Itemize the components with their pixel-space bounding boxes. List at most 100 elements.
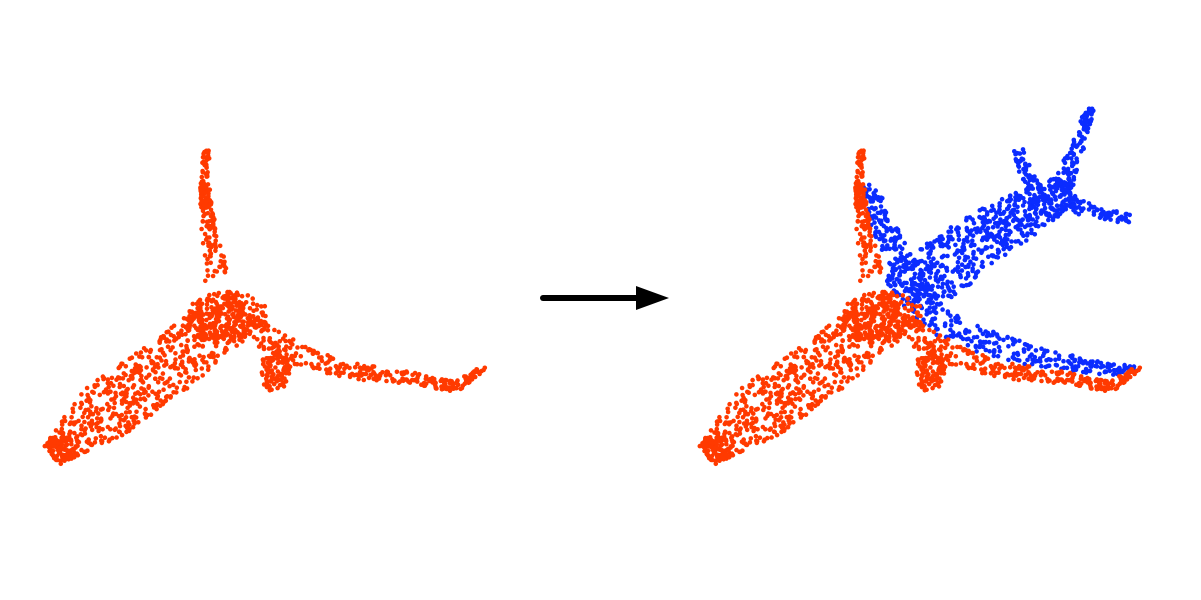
partial-point [1071, 372, 1077, 377]
partial-point [134, 363, 140, 369]
partial-point [737, 449, 742, 455]
right-arrow-icon [540, 286, 669, 310]
partial-point [728, 420, 733, 425]
partial-point [848, 310, 853, 316]
partial-point [862, 187, 868, 192]
partial-point [738, 426, 743, 431]
completed-point [929, 319, 934, 325]
completed-point [987, 219, 993, 224]
completed-point [1053, 176, 1059, 182]
completed-point [1093, 363, 1098, 369]
partial-point [829, 385, 835, 391]
completed-point [928, 248, 933, 254]
completed-point [971, 220, 977, 226]
completed-point [963, 276, 969, 281]
completed-point [958, 334, 964, 340]
partial-point [200, 327, 206, 332]
partial-point [877, 311, 883, 317]
partial-point [1070, 379, 1075, 384]
completed-point [926, 255, 932, 260]
partial-point [210, 221, 216, 227]
completed-point [1035, 202, 1041, 208]
completed-point [1020, 147, 1026, 152]
partial-point [181, 387, 186, 393]
partial-point [877, 259, 882, 265]
partial-point [935, 336, 941, 341]
partial-point [776, 383, 782, 389]
partial-point [801, 385, 806, 391]
completed-point [1061, 166, 1067, 171]
partial-point [191, 375, 196, 380]
completed-point [898, 251, 904, 256]
partial-point [719, 441, 724, 447]
completed-point [975, 323, 980, 329]
completed-point [887, 260, 892, 266]
completed-point [964, 337, 969, 342]
partial-point [193, 367, 199, 373]
completed-point [948, 327, 953, 333]
partial-point [298, 362, 304, 367]
partial-point [741, 395, 746, 401]
completed-point [1032, 222, 1037, 227]
partial-point [217, 243, 223, 249]
partial-point [162, 363, 167, 368]
partial-point [95, 377, 100, 383]
partial-point [209, 305, 214, 310]
partial-point [909, 302, 915, 308]
partial-point [766, 383, 771, 389]
completed-point [1026, 216, 1031, 221]
completed-point [921, 271, 926, 277]
partial-point [341, 370, 346, 376]
completed-point [953, 242, 958, 248]
partial-point [233, 327, 238, 333]
partial-point [262, 325, 267, 330]
partial-point [909, 317, 914, 323]
partial-point [768, 411, 774, 417]
completed-point [980, 259, 985, 265]
partial-point [311, 365, 317, 371]
completed-point [924, 300, 930, 305]
partial-point [146, 385, 151, 391]
partial-point [974, 358, 980, 364]
partial-point [189, 357, 194, 363]
completed-point [991, 330, 997, 336]
completed-point [1001, 337, 1006, 343]
partial-point [129, 375, 135, 381]
completed-point [984, 333, 990, 339]
partial-point [284, 362, 290, 367]
completed-point [949, 318, 954, 323]
partial-point [794, 355, 800, 360]
completed-point [1016, 169, 1022, 174]
completed-point [1015, 350, 1020, 356]
completed-point [878, 232, 884, 237]
partial-point [854, 366, 860, 371]
partial-point [815, 333, 821, 339]
partial-point [207, 292, 212, 298]
partial-point [919, 382, 924, 387]
partial-point [181, 349, 186, 354]
partial-point [842, 325, 847, 330]
completed-point [982, 216, 987, 221]
partial-point [910, 337, 915, 342]
partial-point [202, 253, 208, 258]
partial-point [211, 351, 216, 356]
partial-point [792, 392, 798, 397]
partial-point [160, 371, 166, 376]
completed-point [1053, 357, 1058, 363]
partial-point [160, 376, 165, 382]
partial-point [264, 382, 269, 387]
partial-point [852, 326, 857, 332]
completed-point [952, 252, 958, 257]
partial-point [860, 156, 865, 161]
completed-point [989, 244, 994, 250]
partial-point [309, 361, 314, 367]
partial-point [895, 305, 901, 311]
partial-point [746, 390, 751, 396]
partial-point [385, 369, 391, 375]
partial-point [850, 376, 855, 381]
completed-point [1071, 152, 1076, 158]
partial-point [324, 367, 329, 372]
completed-point [959, 262, 965, 268]
partial-point [218, 325, 223, 331]
completed-point [949, 280, 954, 285]
